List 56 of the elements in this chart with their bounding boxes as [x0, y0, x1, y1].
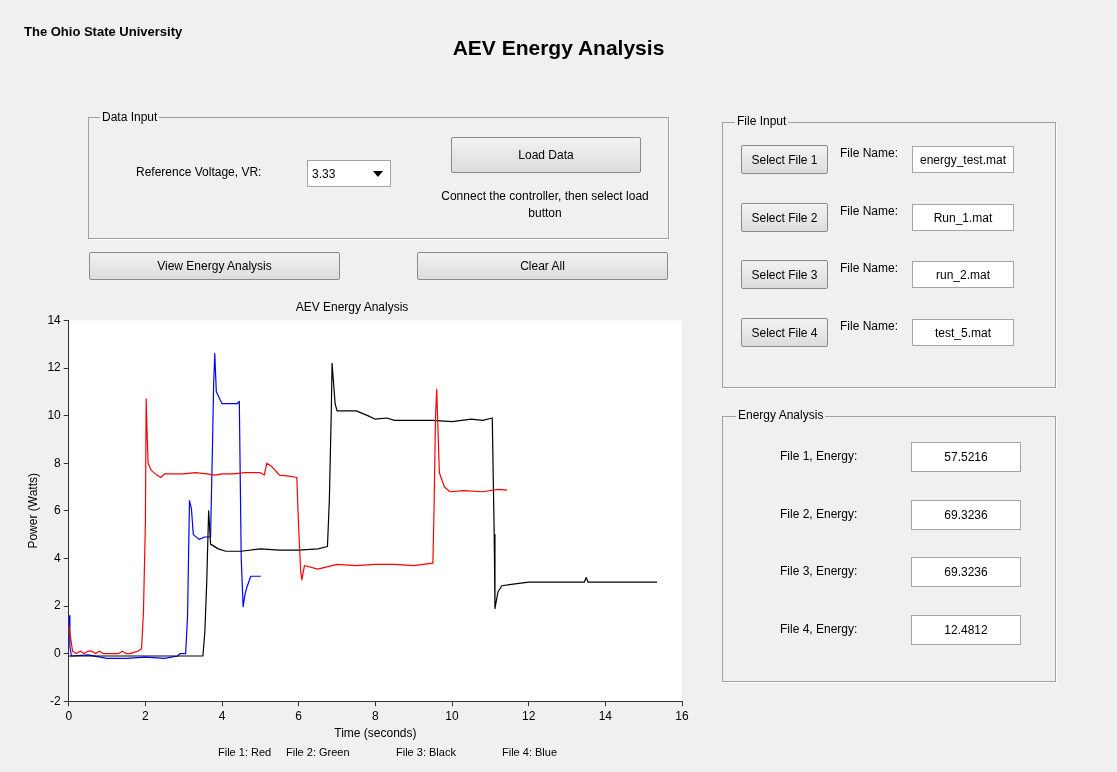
text: AEV Energy Analysis — [452, 36, 665, 59]
text: Connect the controller, then select load button — [440, 188, 650, 222]
y-tick-label: 14 — [47, 312, 62, 327]
text: Clear All — [417, 252, 668, 280]
text: Load Data — [451, 137, 641, 173]
x-axis-title: Time (seconds) — [334, 726, 417, 741]
chart-title: AEV Energy Analysis — [295, 299, 409, 314]
y-tick-label: -2 — [50, 693, 62, 708]
text: test_5.mat — [912, 319, 1014, 346]
text: File Name: — [840, 261, 899, 275]
y-tick-label: 12 — [47, 360, 62, 375]
text: Reference Voltage, VR: — [136, 165, 262, 179]
y-tick-label: 4 — [54, 550, 62, 565]
text: Run_1.mat — [912, 204, 1014, 231]
text: Select File 4 — [741, 318, 828, 347]
y-tick-label: 2 — [54, 598, 62, 613]
text: energy_test.mat — [912, 146, 1014, 173]
text: File 3, Energy: — [780, 564, 858, 578]
text: Energy Analysis — [736, 408, 826, 422]
text: File 4: Blue — [502, 746, 558, 758]
text: The Ohio State University — [24, 24, 183, 39]
x-tick-label: 0 — [65, 708, 73, 723]
x-tick-label: 6 — [295, 708, 303, 723]
text: Select File 2 — [741, 203, 828, 232]
x-tick-label: 2 — [142, 708, 150, 723]
text: 69.3236 — [911, 557, 1021, 587]
x-tick-label: 16 — [675, 708, 689, 723]
text: File 4, Energy: — [780, 622, 858, 636]
y-tick-label: 8 — [54, 455, 62, 470]
text: Select File 1 — [741, 145, 828, 174]
text: Select File 3 — [741, 260, 828, 289]
text: 57.5216 — [911, 442, 1021, 472]
x-tick-label: 4 — [218, 708, 226, 723]
x-tick-label: 8 — [372, 708, 380, 723]
y-tick-label: 10 — [47, 407, 62, 422]
text: run_2.mat — [912, 261, 1014, 288]
text: File 2, Energy: — [780, 507, 858, 521]
text: 69.3236 — [911, 500, 1021, 530]
y-tick-label: 0 — [54, 645, 62, 660]
x-tick-label: 12 — [522, 708, 536, 723]
text: File 3: Black — [396, 746, 456, 758]
y-axis-title: Power (Watts) — [25, 473, 40, 549]
text: File 2: Green — [286, 746, 350, 758]
text: File Name: — [840, 146, 899, 160]
text: File 1: Red — [218, 746, 272, 758]
text: File Name: — [840, 204, 899, 218]
text: File 1, Energy: — [780, 449, 858, 463]
text: Data Input — [100, 110, 160, 124]
x-tick-label: 14 — [598, 708, 613, 723]
text: File Input — [735, 114, 789, 128]
y-tick-label: 6 — [54, 503, 62, 518]
text: File Name: — [840, 319, 899, 333]
text: View Energy Analysis — [89, 252, 340, 280]
x-tick-label: 10 — [445, 708, 460, 723]
text: 12.4812 — [911, 615, 1021, 645]
text: 3.33 — [312, 166, 336, 181]
